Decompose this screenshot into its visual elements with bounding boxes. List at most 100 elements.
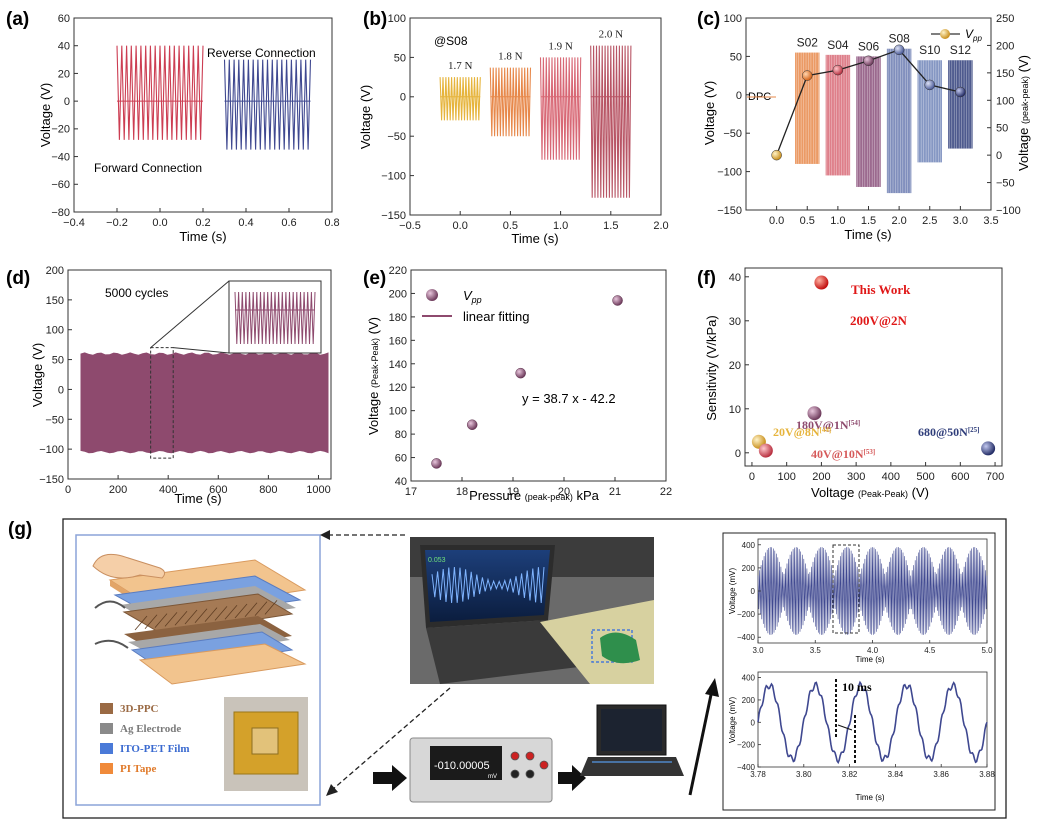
band-s08	[886, 48, 912, 194]
x-tick-label: 3.80	[796, 770, 812, 779]
y-tick-label: −400	[737, 763, 756, 772]
x-ticks-e: 17 18 19 20 21 22	[405, 477, 672, 498]
y2-tick-label: −50	[996, 178, 1015, 190]
jack-1	[525, 751, 535, 761]
inset-wave	[234, 291, 316, 345]
zoom-box-g	[832, 544, 860, 634]
data-point	[612, 295, 623, 306]
y-label-b: Voltage (V)	[358, 85, 373, 149]
hatch	[244, 602, 258, 618]
x-tick-label: 0.2	[195, 217, 210, 229]
y-tick-label: 100	[46, 325, 64, 337]
hatch	[254, 601, 268, 616]
fit-equation: y = 38.7 x - 42.2	[522, 391, 616, 406]
panel-g: (g) 3D-PPC Ag Electrode ITO-PET Film PI Tap…	[8, 518, 1007, 819]
x-tick-label: 3.0	[752, 646, 764, 655]
annotation-forward: Forward Connection	[94, 161, 202, 175]
annotation-reverse: Reverse Connection	[207, 46, 316, 60]
x-tick-label: 0	[749, 471, 755, 483]
label-180v: 180V@1N[54]	[796, 418, 860, 432]
x-tick-label: 400	[882, 471, 900, 483]
x-tick-label: 0.0	[152, 217, 167, 229]
x-tick-label: 0	[65, 484, 71, 496]
hatch	[204, 607, 218, 622]
panel-label-g: (g)	[8, 519, 32, 540]
point-3	[758, 443, 773, 458]
y-tick-label: −200	[737, 610, 756, 619]
label-s10: S10	[919, 43, 941, 57]
x-tick-label: 1.0	[553, 220, 568, 232]
x-tick-label: 3.5	[983, 215, 998, 227]
label-40v: 40V@10N[53]	[811, 447, 875, 461]
ppc-layer	[122, 593, 294, 635]
wave-force-3	[590, 45, 632, 198]
legend-marker-e	[426, 289, 438, 301]
y-tick-label: 0	[736, 90, 742, 102]
x-tick-label: 0.6	[281, 217, 296, 229]
x-tick-label: 2.0	[891, 215, 906, 227]
label-s02: S02	[797, 36, 819, 50]
laptop-base	[580, 757, 684, 776]
zoom-line-1	[150, 280, 230, 349]
y-tick-label: 220	[389, 265, 407, 277]
y-ticks-d: 200 150 100 50 0 −50 −100 −150	[39, 265, 72, 486]
y-label-g-top: Voltage (mV)	[728, 568, 737, 615]
y-ticks-c: 100 50 0 −50 −100 −150	[717, 13, 750, 217]
point-1	[807, 406, 822, 421]
y-label-e: Voltage (Peak-Peak) (V)	[366, 317, 381, 435]
zoom-box-d	[150, 347, 174, 459]
x-label-a: Time (s)	[179, 229, 226, 244]
y-tick-label: −40	[51, 151, 70, 163]
y-tick-label: 50	[52, 355, 64, 367]
vpp-point	[863, 55, 874, 67]
y-label-a: Voltage (V)	[38, 83, 53, 147]
points-f	[751, 275, 996, 458]
jack-0	[510, 751, 520, 761]
data-point	[466, 419, 478, 430]
x-tick-label: 3.0	[953, 215, 968, 227]
ppc-texture	[134, 600, 278, 631]
laptop-screen	[425, 550, 550, 622]
multimeter-unit: mV	[488, 774, 497, 780]
y-tick-label: 200	[46, 265, 64, 277]
x-tick-label: 500	[916, 471, 934, 483]
x-ticks-d: 0 200 400 600 800 1000	[65, 475, 331, 496]
x-label-d: Time (s)	[174, 491, 221, 506]
x-ticks-c: 0.0 0.5 1.0 1.5 2.0 2.5 3.0 3.5	[769, 206, 999, 227]
legend-c: Vpp	[931, 27, 982, 43]
label-this-work: This Work	[851, 282, 911, 297]
panel-c: (c) S02 S04 S06 S08 S10 S12 0.0 0.5 1.0 1.5 2.0 2.…	[697, 9, 1031, 242]
point-0	[814, 275, 829, 290]
panel-label-e: (e)	[363, 268, 386, 289]
panel-d: (d) 0 200 400 600 800 1000 200 150 100 50 0 −50 −10…	[6, 265, 332, 506]
y2-tick-label: 100	[996, 95, 1014, 107]
vpp-point	[924, 79, 935, 91]
multimeter-reading: -010.00005	[434, 760, 490, 772]
y-tick-label: −100	[39, 444, 64, 456]
arrow-sensor-to-meter	[373, 765, 407, 791]
legend-marker-c	[940, 29, 950, 39]
label-s08: S08	[888, 32, 910, 46]
force-label: 1.9 N	[548, 40, 573, 52]
y-tick-label: −400	[737, 633, 756, 642]
y-tick-label: 200	[742, 696, 756, 705]
y-tick-label: 400	[742, 674, 756, 683]
annotation-cycles: 5000 cycles	[105, 286, 168, 300]
legend-vpp-e: Vpp	[463, 288, 482, 305]
x-ticks-f: 0 100 200 300 400 500 600 700	[749, 462, 1004, 483]
label-s12: S12	[950, 43, 972, 57]
panel-g-frame	[62, 518, 1007, 819]
panel-label-a: (a)	[6, 9, 29, 30]
x-tick-label: 3.88	[979, 770, 995, 779]
jack-3	[525, 769, 535, 779]
y-tick-label: 0	[58, 384, 64, 396]
hatch	[214, 606, 228, 621]
cycle-band	[80, 352, 329, 454]
multimeter: -010.00005 mV	[409, 737, 553, 803]
y-tick-label: 180	[389, 312, 407, 324]
y-tick-label: 0	[751, 718, 756, 727]
label-200v2n: 200V@2N	[850, 313, 907, 328]
arrow-head-plot	[705, 678, 719, 697]
band-d	[80, 352, 329, 454]
y-ticks-e: 220 200 180 160 140 120 100 80 60 40	[389, 265, 415, 488]
